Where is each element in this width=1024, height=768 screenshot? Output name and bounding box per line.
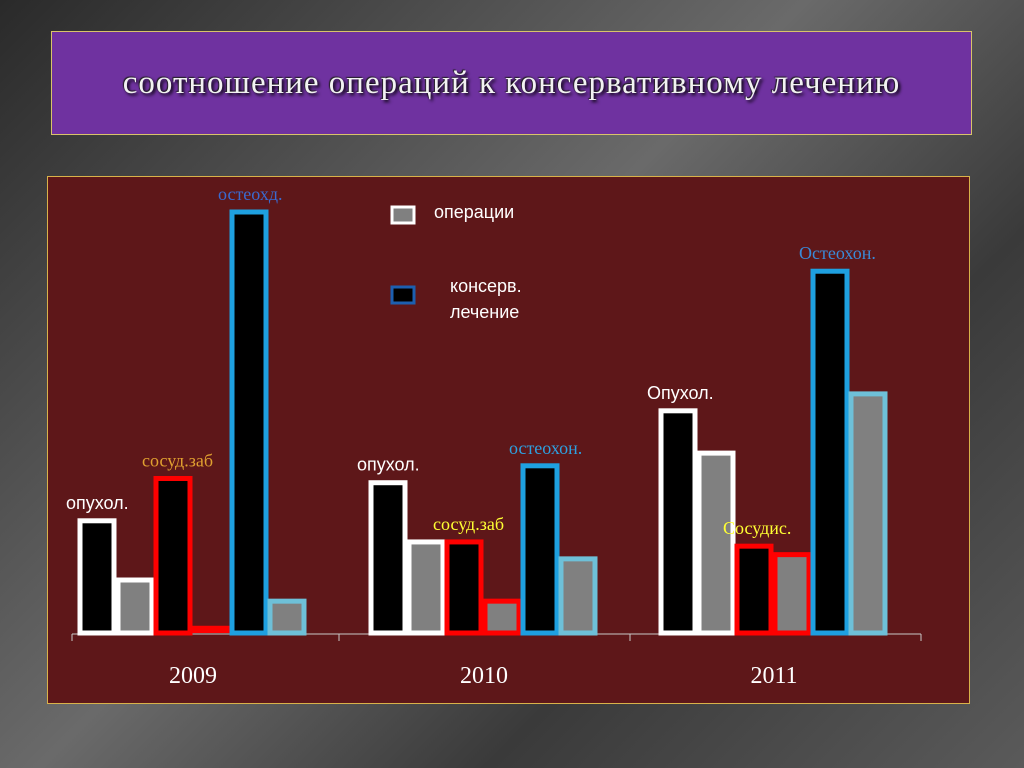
bar-conservative-2009-2 (229, 209, 269, 636)
bar-label-2009-1: сосуд.заб (142, 450, 213, 470)
bar-conservative-2009-1 (153, 475, 193, 636)
legend-swatch-operations (390, 205, 416, 225)
bar-operations-2011-0 (696, 450, 736, 636)
bar-label-2010-2: остеохон. (509, 438, 582, 458)
bar-operations-2009-2 (267, 598, 307, 636)
bar-conservative-2010-2 (520, 463, 560, 636)
x-tick-label-2011: 2011 (750, 663, 797, 689)
bar-conservative-2011-0 (658, 408, 698, 636)
chart-area: опухол. сосуд.заб остеохд. 2009 опухол. сосуд… (47, 176, 970, 704)
bar-operations-2010-0 (406, 539, 446, 636)
bar-conservative-2010-0 (368, 480, 408, 636)
bar-label-2009-2: остеохд. (218, 184, 283, 204)
bar-operations-2011-2 (848, 391, 888, 636)
legend-label-operations: операции (434, 202, 515, 222)
bar-operations-2009-0 (115, 577, 155, 636)
bar-label-2010-0: опухол. (357, 455, 420, 475)
legend-label-conservative-line2: лечение (450, 302, 520, 322)
bar-label-2011-1: Сосудис. (723, 518, 791, 538)
legend-swatch-conservative (390, 285, 416, 305)
bar-conservative-2009-0 (77, 518, 117, 636)
bar-operations-2011-1 (772, 552, 812, 636)
bar-label-2011-2: Остеохон. (799, 243, 876, 263)
bar-label-2009-0: опухол. (66, 493, 129, 513)
bar-operations-2009-1 (192, 625, 230, 633)
x-tick-label-2009: 2009 (169, 663, 217, 689)
bar-operations-2010-1 (482, 598, 522, 636)
bar-operations-2010-2 (558, 556, 598, 636)
bar-conservative-2011-2 (810, 268, 850, 636)
bar-chart: опухол. сосуд.заб остеохд. 2009 опухол. сосуд… (66, 184, 922, 689)
bar-conservative-2010-1 (444, 539, 484, 636)
title-banner: соотношение операций к консервативному л… (51, 31, 972, 135)
x-tick-label-2010: 2010 (460, 663, 508, 689)
bar-conservative-2011-1 (734, 543, 774, 636)
bar-label-2011-0: Опухол. (647, 383, 714, 403)
legend-label-conservative-line1: консерв. (450, 276, 522, 296)
chart-title: соотношение операций к консервативному л… (122, 64, 901, 101)
bar-label-2010-1: сосуд.заб (433, 514, 504, 534)
